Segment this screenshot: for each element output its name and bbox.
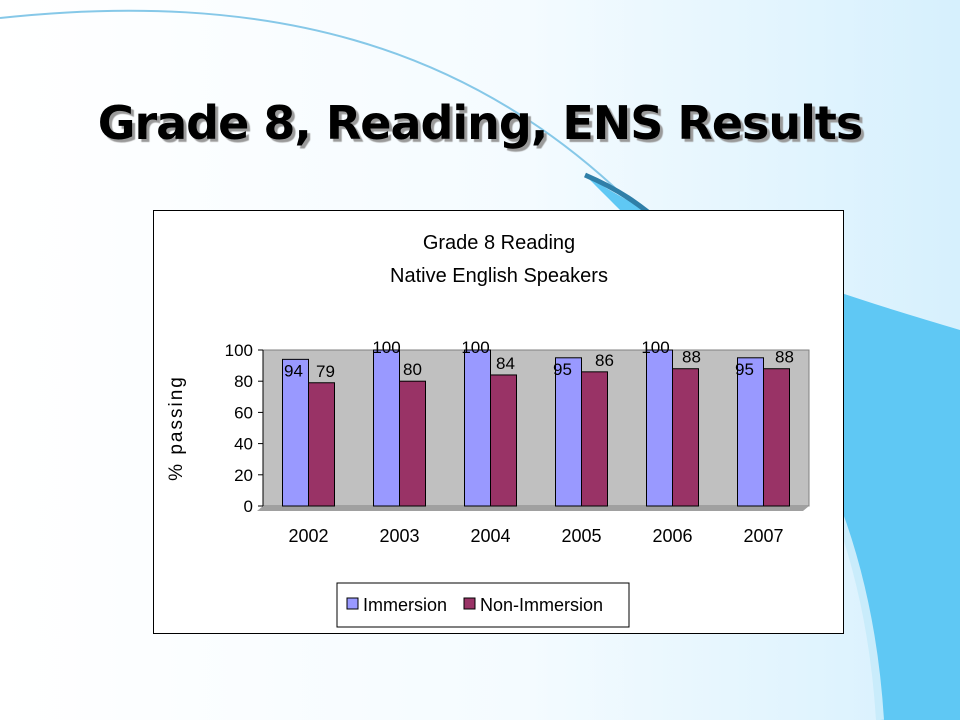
- bar-immersion: [646, 349, 673, 507]
- x-tick-label: 2003: [379, 526, 419, 546]
- bar-non-immersion: [581, 371, 608, 507]
- y-tick-label: 20: [234, 466, 253, 485]
- data-label: 86: [595, 351, 614, 370]
- data-label: 80: [403, 360, 422, 379]
- legend: [336, 582, 630, 628]
- data-label: 88: [682, 348, 701, 367]
- plot-floor: [257, 506, 809, 511]
- slide-title: Grade 8, Reading, ENS Results: [97, 96, 864, 150]
- y-tick-label: 0: [244, 497, 253, 516]
- y-tick-label: 80: [234, 372, 253, 391]
- data-label: 84: [496, 354, 515, 373]
- x-tick-label: 2007: [743, 526, 783, 546]
- bar-immersion: [464, 349, 491, 507]
- bar-immersion: [282, 358, 309, 507]
- y-tick-label: 100: [225, 341, 253, 360]
- legend-swatch: [463, 597, 476, 610]
- background-accent-shape: [585, 175, 960, 720]
- data-label: 95: [553, 360, 572, 379]
- y-tick-label: 40: [234, 435, 253, 454]
- plot-area: [262, 349, 810, 507]
- x-tick-label: 2004: [470, 526, 510, 546]
- bar-non-immersion: [490, 374, 517, 507]
- bar-immersion: [555, 357, 582, 507]
- legend-label: Non-Immersion: [480, 595, 603, 615]
- x-tick-label: 2005: [561, 526, 601, 546]
- bar-non-immersion: [672, 368, 699, 507]
- data-label: 95: [735, 360, 754, 379]
- chart-frame: Grade 8 Reading Native English Speakers 0 2…: [153, 210, 844, 634]
- data-label: 94: [284, 361, 303, 380]
- bar-immersion: [373, 349, 400, 507]
- data-label: 79: [316, 362, 335, 381]
- bar-non-immersion: [763, 368, 790, 507]
- bar-immersion: [737, 357, 764, 507]
- x-tick-label: 2006: [652, 526, 692, 546]
- legend-label: Immersion: [363, 595, 447, 615]
- y-axis-label: % passing: [166, 375, 187, 481]
- y-tick-label: 60: [234, 403, 253, 422]
- data-label: 100: [372, 338, 400, 357]
- legend-swatch: [346, 597, 359, 610]
- bar-non-immersion: [399, 380, 426, 507]
- bar-chart: Grade 8 Reading Native English Speakers 0 2…: [166, 232, 810, 628]
- bar-non-immersion: [308, 382, 335, 507]
- data-label: 88: [775, 348, 794, 367]
- data-label: 100: [641, 338, 669, 357]
- data-label: 100: [461, 338, 489, 357]
- chart-title: Grade 8 Reading: [423, 232, 575, 254]
- background-swoosh: [0, 9, 641, 213]
- chart-subtitle: Native English Speakers: [390, 265, 608, 287]
- x-tick-label: 2002: [288, 526, 328, 546]
